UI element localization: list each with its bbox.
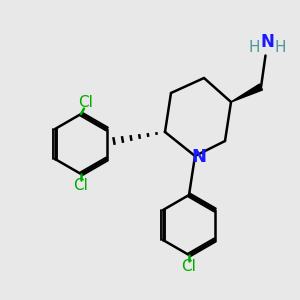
Text: N: N: [260, 33, 274, 51]
Text: H: H: [248, 40, 260, 56]
Polygon shape: [231, 84, 262, 102]
Text: N: N: [191, 148, 206, 166]
Text: Cl: Cl: [78, 95, 93, 110]
Text: H: H: [274, 40, 286, 56]
Text: Cl: Cl: [182, 259, 196, 274]
Text: Cl: Cl: [74, 178, 88, 193]
